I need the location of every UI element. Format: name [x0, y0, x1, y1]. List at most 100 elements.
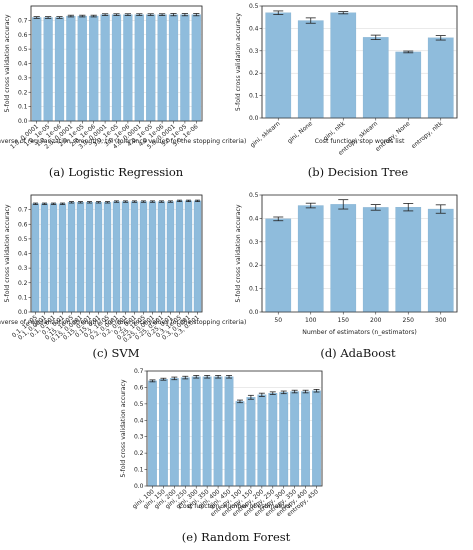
- axes-frame: [30, 5, 203, 122]
- bar: [85, 202, 94, 313]
- y-tick-label: 0.6: [18, 32, 28, 39]
- x-tick-label: 50: [274, 317, 282, 324]
- bar: [301, 391, 311, 487]
- x-tick-label: 300: [435, 317, 447, 324]
- subfigure-caption: (d) AdaBoost: [320, 346, 396, 360]
- y-tick-label: 0.1: [18, 104, 28, 111]
- bar: [246, 397, 256, 487]
- y-tick-label: 0.7: [18, 17, 28, 24]
- bar: [76, 202, 85, 313]
- bar: [297, 205, 324, 313]
- bar: [139, 201, 148, 313]
- y-tick-label: 0.7: [134, 368, 144, 375]
- bar: [77, 15, 87, 122]
- y-tick-label: 0.2: [134, 450, 144, 457]
- x-axis-label: Cost function, number of estimators: [179, 503, 291, 510]
- bar: [54, 17, 65, 122]
- subfigure-caption: (a) Logistic Regression: [49, 165, 184, 179]
- x-axis-label: C (inverse of regularization strength), …: [0, 138, 246, 145]
- y-tick-label: 0.2: [18, 280, 28, 287]
- bar: [100, 14, 110, 122]
- y-tick-label: 0.4: [249, 25, 259, 32]
- bar: [395, 51, 422, 119]
- bar: [362, 207, 389, 313]
- bar: [168, 14, 179, 122]
- y-tick-label: 0.1: [18, 294, 28, 301]
- y-axis-label: 5-fold cross validation accuracy: [120, 379, 127, 477]
- y-tick-label: 0.4: [249, 215, 259, 222]
- chart-b: 0.0 0.1 0.2 0.3 0.4 0.5 gini, sklearn gini, Non…: [235, 3, 458, 179]
- y-axis-label: 5-fold cross validation accuracy: [4, 204, 11, 302]
- bar: [427, 37, 454, 119]
- chart-a: 0.00.10.20.30.40.50.60.71.0, 0.00011.0, …: [0, 5, 246, 179]
- bar: [180, 14, 190, 122]
- y-tick-label: 0.6: [134, 384, 144, 391]
- bar: [265, 218, 292, 313]
- y-tick-label: 0.5: [18, 46, 28, 53]
- bar: [213, 376, 223, 487]
- y-tick-label: 0.5: [249, 192, 259, 199]
- bar: [66, 15, 76, 122]
- bar: [158, 379, 168, 487]
- y-axis-label: 5-fold cross validation accuracy: [235, 13, 242, 111]
- chart-c: 0.00.10.20.30.40.50.60.70.1, 1e-050.1, 0…: [0, 194, 246, 360]
- bar: [184, 200, 193, 313]
- bar: [89, 15, 99, 122]
- y-tick-label: 0.0: [18, 309, 28, 316]
- y-tick-label: 0.3: [134, 434, 144, 441]
- y-tick-label: 0.3: [249, 48, 259, 55]
- bar: [58, 203, 67, 313]
- x-tick-label: 200: [370, 317, 382, 324]
- bar: [32, 17, 42, 122]
- y-tick-label: 0.4: [18, 61, 28, 68]
- chart-d: 0.0 0.1 0.2 0.3 0.4 0.5 50 100 150 200 250 300 5-fol…: [235, 192, 458, 360]
- bar: [112, 201, 121, 313]
- subfigure-caption: (c) SVM: [92, 346, 139, 360]
- y-tick-label: 0.2: [249, 262, 259, 269]
- plot-area: [261, 5, 458, 119]
- bar: [166, 201, 175, 313]
- y-tick-label: 0.0: [249, 115, 259, 122]
- bar: [257, 394, 267, 487]
- axes-frame: [146, 370, 323, 487]
- y-tick-label: 0.6: [18, 221, 28, 228]
- bar: [235, 401, 245, 487]
- y-tick-label: 0.0: [18, 118, 28, 125]
- x-tick-label: 150: [338, 317, 350, 324]
- bar: [148, 201, 157, 313]
- x-tick-label: entropy, nltk: [410, 120, 444, 150]
- y-tick-label: 0.1: [249, 286, 259, 293]
- bar: [31, 203, 40, 313]
- bar: [265, 12, 292, 119]
- y-tick-label: 0.0: [249, 309, 259, 316]
- bar: [427, 208, 454, 313]
- subfigure-caption: (e) Random Forest: [182, 530, 291, 544]
- y-tick-label: 0.5: [249, 3, 259, 10]
- bar: [297, 20, 324, 119]
- bar: [330, 12, 357, 119]
- bar: [224, 376, 234, 487]
- bar: [395, 207, 422, 313]
- bar: [111, 14, 122, 122]
- y-tick-label: 0.0: [134, 483, 144, 490]
- y-tick-label: 0.5: [18, 236, 28, 243]
- bar: [290, 391, 300, 487]
- bar: [175, 200, 184, 313]
- bar: [49, 203, 58, 313]
- bar: [202, 376, 212, 487]
- x-tick-label: 100: [305, 317, 317, 324]
- bar: [279, 392, 289, 487]
- x-axis-label: C (inverse of regularization strength), …: [0, 319, 246, 326]
- axes-frame: [261, 194, 458, 313]
- x-tick-label: entropy, None: [374, 120, 411, 153]
- bar: [330, 204, 357, 313]
- bar: [180, 377, 190, 487]
- bar: [191, 14, 201, 122]
- subfigure-caption: (b) Decision Tree: [308, 165, 409, 179]
- bar: [312, 390, 321, 487]
- bar: [146, 14, 156, 122]
- bar: [268, 393, 278, 487]
- y-tick-label: 0.4: [134, 417, 144, 424]
